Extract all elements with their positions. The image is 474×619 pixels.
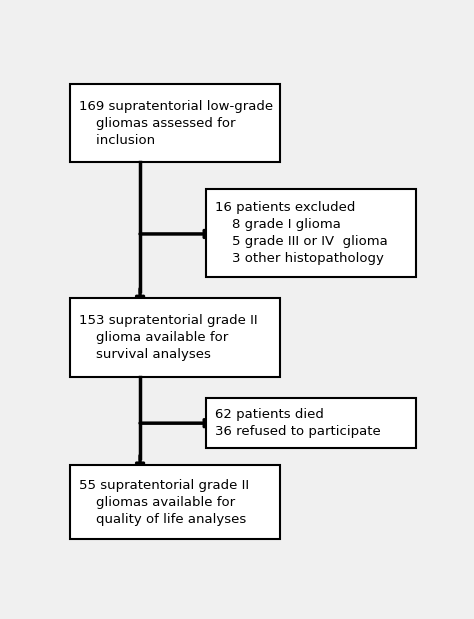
Text: 16 patients excluded
    8 grade I glioma
    5 grade III or IV  glioma
    3 ot: 16 patients excluded 8 grade I glioma 5 … bbox=[215, 201, 388, 265]
FancyBboxPatch shape bbox=[70, 298, 280, 377]
FancyBboxPatch shape bbox=[70, 465, 280, 539]
Text: 62 patients died
36 refused to participate: 62 patients died 36 refused to participa… bbox=[215, 409, 381, 438]
Text: 55 supratentorial grade II
    gliomas available for
    quality of life analyse: 55 supratentorial grade II gliomas avail… bbox=[80, 478, 250, 526]
FancyBboxPatch shape bbox=[206, 399, 416, 448]
FancyBboxPatch shape bbox=[206, 189, 416, 277]
FancyBboxPatch shape bbox=[70, 84, 280, 162]
Text: 153 supratentorial grade II
    glioma available for
    survival analyses: 153 supratentorial grade II glioma avail… bbox=[80, 314, 258, 361]
Text: 169 supratentorial low-grade
    gliomas assessed for
    inclusion: 169 supratentorial low-grade gliomas ass… bbox=[80, 100, 273, 147]
